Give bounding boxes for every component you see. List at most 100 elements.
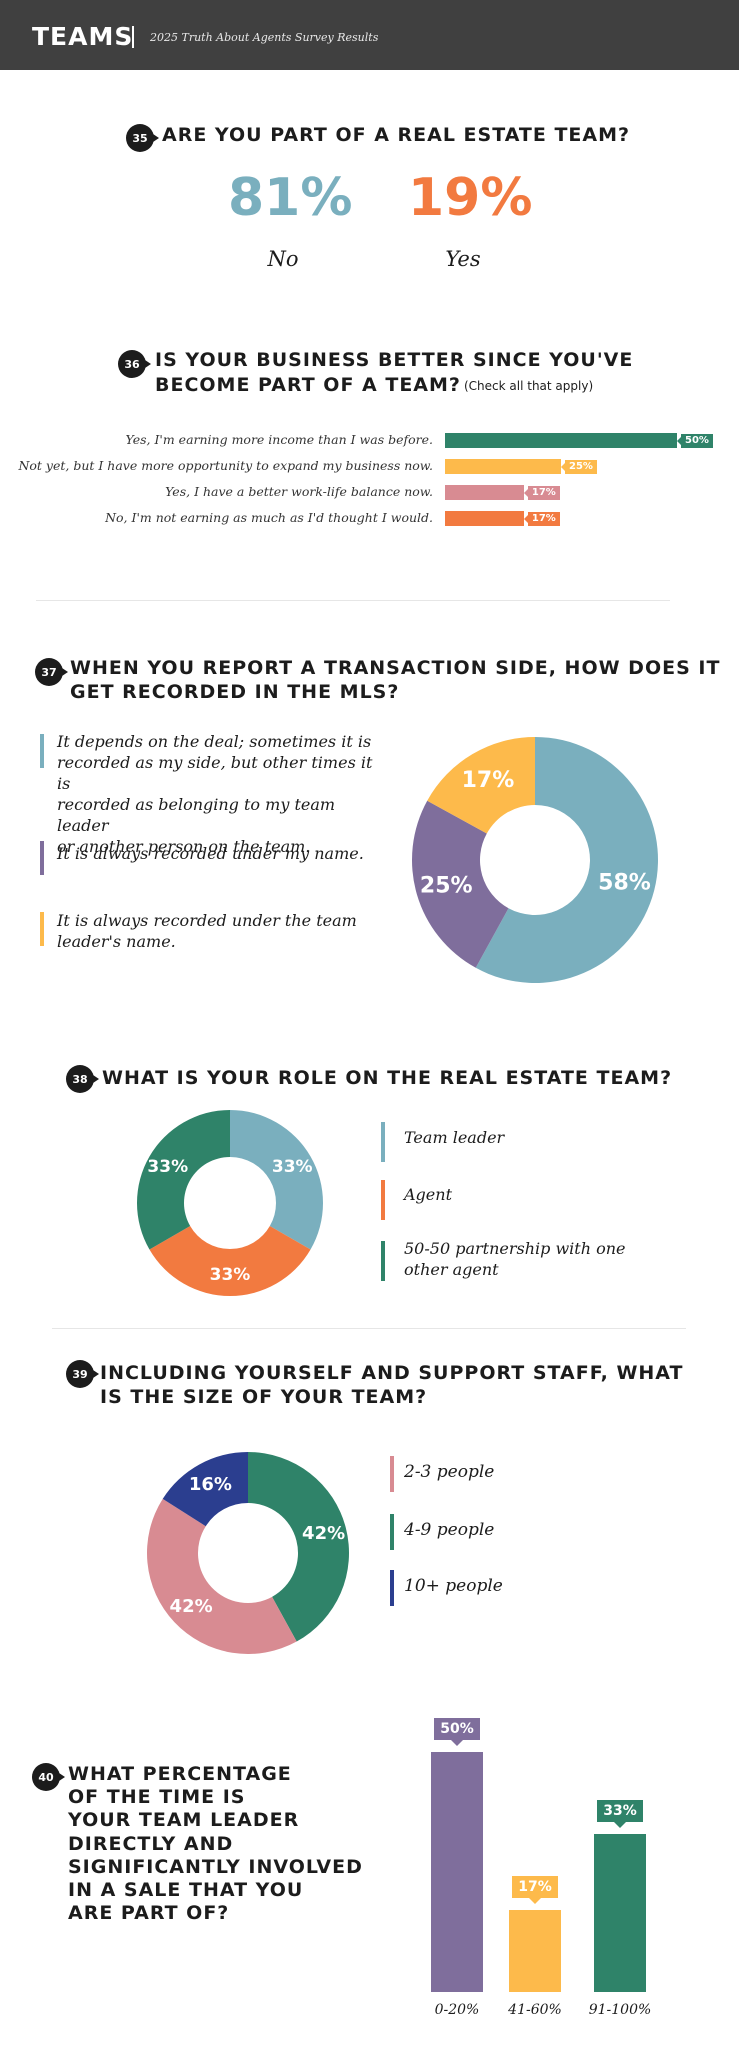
q35-yes-percent: 19% bbox=[408, 168, 533, 228]
legend-line: 50-50 partnership with one bbox=[404, 1239, 626, 1258]
bar-category-label: 91-100% bbox=[588, 2002, 652, 2018]
q40-title-line: ARE PART OF? bbox=[68, 1902, 230, 1925]
q35-title: ARE YOU PART OF A REAL ESTATE TEAM? bbox=[162, 124, 631, 146]
q39-legend-swatch-3 bbox=[390, 1570, 394, 1606]
bar bbox=[445, 511, 524, 526]
q40-title-line: SIGNIFICANTLY INVOLVED bbox=[68, 1855, 363, 1878]
donut-value-label: 42% bbox=[302, 1523, 345, 1544]
donut-slice bbox=[248, 1452, 349, 1642]
bar-category-label: Not yet, but I have more opportunity to … bbox=[18, 458, 433, 473]
bar-category-label: Yes, I'm earning more income than I was … bbox=[125, 432, 433, 447]
legend-line: or another person on the team. bbox=[57, 837, 311, 856]
bar-value-label: 25% bbox=[561, 459, 597, 474]
q40-title-line: WHAT PERCENTAGE bbox=[68, 1763, 292, 1785]
legend-line: It depends on the deal; sometimes it is bbox=[57, 732, 372, 751]
legend-line: It is always recorded under my name. bbox=[57, 844, 364, 863]
question-number-39: 39 bbox=[66, 1360, 99, 1388]
page-header bbox=[0, 0, 739, 70]
legend-line: leader's name. bbox=[57, 932, 176, 951]
bar bbox=[594, 1833, 646, 1992]
legend-line: Team leader bbox=[404, 1128, 505, 1147]
page-subtitle: 2025 Truth About Agents Survey Results bbox=[150, 31, 379, 44]
bar bbox=[445, 485, 524, 500]
q39-title-line2: IS THE SIZE OF YOUR TEAM? bbox=[100, 1386, 428, 1408]
legend-line: other agent bbox=[404, 1260, 499, 1279]
q38-legend-swatch-1 bbox=[381, 1122, 385, 1162]
legend-line: recorded as my side, but other times it … bbox=[57, 753, 373, 793]
bar bbox=[445, 433, 677, 448]
bar bbox=[509, 1910, 561, 1992]
q39-legend-swatch-2 bbox=[390, 1514, 394, 1550]
question-number-37: 37 bbox=[35, 658, 68, 686]
legend-line: Agent bbox=[404, 1185, 452, 1204]
q39-donut-chart: 42% 42% 16% bbox=[147, 1452, 349, 1654]
q35-no-percent: 81% bbox=[228, 168, 353, 228]
legend-line: recorded as belonging to my team leader bbox=[57, 795, 336, 835]
q35-no-label: No bbox=[267, 247, 299, 271]
donut-value-label: 42% bbox=[170, 1596, 213, 1617]
page-title: TEAMS bbox=[32, 22, 134, 51]
q37-legend-item-2: It is always recorded under my name. bbox=[57, 843, 377, 864]
q37-legend-item-1: It depends on the deal; sometimes it is … bbox=[57, 731, 377, 857]
q37-donut-chart: 58% 25% 17% bbox=[412, 737, 658, 983]
donut-slice bbox=[475, 737, 658, 983]
bar-value-label: 17% bbox=[523, 511, 560, 526]
donut-slice bbox=[147, 1498, 297, 1654]
bar-category-label: No, I'm not earning as much as I'd thoug… bbox=[105, 510, 433, 525]
donut-value-label: 33% bbox=[147, 1157, 188, 1177]
q39-legend-swatch-1 bbox=[390, 1456, 394, 1492]
q37-title-line2: GET RECORDED IN THE MLS? bbox=[70, 681, 400, 703]
q36-bar-chart: Yes, I'm earning more income than I was … bbox=[0, 430, 739, 530]
donut-value-label: 33% bbox=[210, 1265, 251, 1285]
bar-category-label: 41-60% bbox=[508, 2002, 562, 2018]
bar-value-label: 50% bbox=[677, 433, 713, 448]
bar-value-label: 50% bbox=[434, 1718, 480, 1746]
q38-legend-item-3: 50-50 partnership with one other agent bbox=[404, 1238, 684, 1280]
bar-value-label: 33% bbox=[597, 1799, 643, 1828]
donut-slice bbox=[137, 1110, 230, 1250]
bar bbox=[445, 459, 561, 474]
q40-bar-chart: 50% 0-20% 17% 41-60% 33% 91-100% bbox=[400, 1700, 700, 2048]
donut-value-label: 58% bbox=[598, 870, 651, 895]
q36-title-line2: BECOME PART OF A TEAM? bbox=[155, 374, 461, 396]
q40-title-line: IN A SALE THAT YOU bbox=[68, 1879, 304, 1902]
bar-category-label: 0-20% bbox=[434, 2002, 480, 2018]
bar-value-label: 17% bbox=[523, 485, 560, 500]
donut-value-label: 33% bbox=[272, 1157, 313, 1177]
question-number-36: 36 bbox=[118, 350, 151, 378]
q38-legend-swatch-2 bbox=[381, 1180, 385, 1220]
question-number-38: 38 bbox=[66, 1065, 99, 1093]
q35-yes-label: Yes bbox=[445, 247, 481, 271]
q37-legend-swatch-1 bbox=[40, 734, 44, 768]
section-divider bbox=[36, 600, 670, 601]
q37-legend-swatch-3 bbox=[40, 912, 44, 946]
q38-legend-item-1: Team leader bbox=[404, 1127, 684, 1148]
donut-slice bbox=[162, 1452, 248, 1527]
donut-slice bbox=[412, 800, 509, 968]
q39-legend-item-3: 10+ people bbox=[404, 1576, 503, 1596]
header-divider bbox=[132, 26, 134, 48]
q40-title-line: YOUR TEAM LEADER bbox=[68, 1809, 300, 1832]
q39-legend-item-2: 4-9 people bbox=[404, 1520, 495, 1540]
donut-slice bbox=[149, 1226, 311, 1296]
bar-category-label: Yes, I have a better work-life balance n… bbox=[165, 484, 433, 499]
legend-line: It is always recorded under the team bbox=[57, 911, 357, 930]
section-divider bbox=[52, 1328, 686, 1329]
q40-title: WHAT PERCENTAGE OF THE TIME IS YOUR TEAM L… bbox=[68, 1763, 363, 1925]
bar-value-label: 17% bbox=[512, 1876, 558, 1905]
donut-value-label: 16% bbox=[189, 1474, 232, 1495]
q36-title-line1: IS YOUR BUSINESS BETTER SINCE YOU'VE bbox=[155, 349, 634, 371]
q36-note: (Check all that apply) bbox=[464, 379, 594, 393]
donut-value-label: 17% bbox=[462, 768, 515, 793]
question-number-35: 35 bbox=[126, 124, 159, 152]
q39-legend-item-1: 2-3 people bbox=[404, 1462, 495, 1482]
question-number-40: 40 bbox=[32, 1763, 65, 1791]
q37-title-line1: WHEN YOU REPORT A TRANSACTION SIDE, HOW … bbox=[70, 657, 721, 679]
q40-title-line: OF THE TIME IS bbox=[68, 1786, 246, 1809]
q38-legend-swatch-3 bbox=[381, 1241, 385, 1281]
q40-title-line: DIRECTLY AND bbox=[68, 1832, 234, 1855]
q38-legend-item-2: Agent bbox=[404, 1184, 684, 1205]
q37-legend-item-3: It is always recorded under the team lea… bbox=[57, 910, 377, 952]
q38-title: WHAT IS YOUR ROLE ON THE REAL ESTATE TEA… bbox=[102, 1067, 673, 1089]
donut-slice bbox=[427, 737, 535, 834]
